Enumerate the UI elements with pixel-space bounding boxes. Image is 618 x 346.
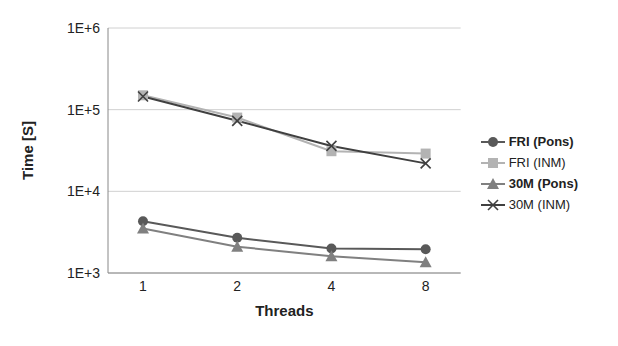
svg-text:4: 4 xyxy=(328,278,336,294)
svg-text:Threads: Threads xyxy=(255,302,313,319)
svg-text:1E+3: 1E+3 xyxy=(67,265,100,281)
svg-text:1E+6: 1E+6 xyxy=(67,20,100,36)
svg-text:1: 1 xyxy=(139,278,147,294)
svg-text:1E+5: 1E+5 xyxy=(67,102,100,118)
svg-text:Time [S]: Time [S] xyxy=(19,121,36,180)
svg-text:2: 2 xyxy=(233,278,241,294)
html-text:30M (Pons): 30M (Pons) xyxy=(508,176,578,191)
svg-text:8: 8 xyxy=(422,278,430,294)
html-text:FRI (Pons): FRI (Pons) xyxy=(508,134,574,149)
svg-text:1E+4: 1E+4 xyxy=(67,183,100,199)
html-text:30M (INM): 30M (INM) xyxy=(508,197,570,212)
html-text:FRI (INM): FRI (INM) xyxy=(508,155,566,170)
